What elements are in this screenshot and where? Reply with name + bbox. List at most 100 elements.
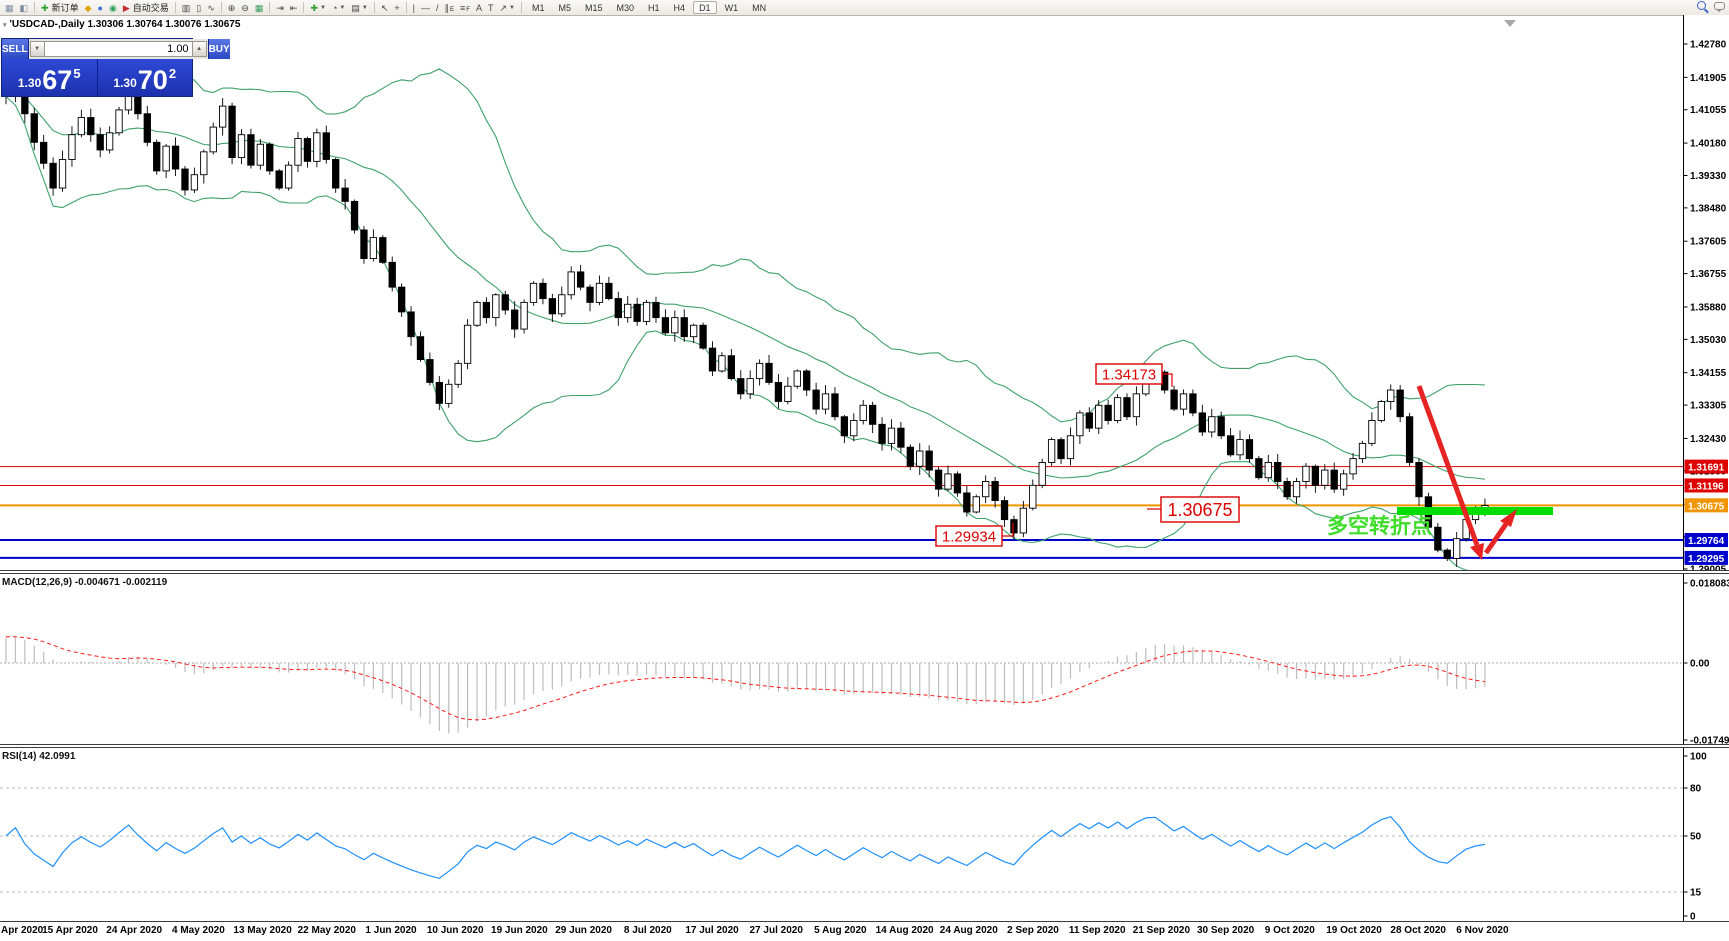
timeframe-w1[interactable]: W1 (724, 3, 739, 13)
vertical-line-icon[interactable]: | (410, 1, 418, 15)
panel-separator[interactable] (0, 744, 1729, 745)
price-tick-label: 1.38480 (1690, 203, 1727, 214)
tile-windows-icon: ▦ (254, 2, 264, 13)
annotation-text-cn[interactable]: 多空转折点 (1327, 514, 1432, 538)
indicators-icon[interactable]: ✚ ▼ (307, 1, 329, 15)
trend-arrow-down[interactable] (1416, 385, 1480, 546)
new-order-button[interactable]: ✚ 新订单 (38, 1, 82, 15)
zoom-in-icon[interactable]: ⊕ (225, 1, 239, 15)
templates-icon[interactable]: ▤ ▼ (348, 1, 370, 15)
new-chart-icon[interactable]: ▦ (2, 1, 17, 15)
candlestick (313, 132, 321, 162)
price-tag (1684, 459, 1728, 474)
templates-dropdown-icon[interactable]: ▼ (361, 4, 368, 11)
market-watch-icon[interactable]: ◉ (106, 1, 120, 15)
zoom-out-icon[interactable]: ⊖ (238, 1, 252, 15)
candlestick (397, 286, 406, 313)
timeframe-m1[interactable]: M1 (531, 3, 545, 13)
new-order-icon: ✚ (41, 2, 49, 13)
candlestick (595, 282, 604, 303)
chart-shift-icon[interactable]: ⇤ (287, 1, 301, 15)
timeframe-h1[interactable]: H1 (648, 3, 660, 13)
candlestick (275, 170, 283, 189)
sell-button[interactable]: SELL (2, 39, 29, 59)
candlestick (228, 105, 236, 159)
price-axis[interactable] (1684, 15, 1729, 571)
chart-shift-marker[interactable] (1504, 20, 1516, 27)
periods-icon: ◔ (331, 2, 338, 13)
candlestick (303, 138, 312, 162)
candlestick (256, 143, 264, 166)
timeframe-toolbar: M1 M5 M15 M30 H1 H4 D1 W1 MN (525, 0, 773, 15)
periods-dropdown-icon[interactable]: ▼ (339, 4, 346, 11)
rsi-panel-canvas[interactable]: 100 80 50 15 0 (0, 748, 1729, 921)
price-tick-label: 1.32430 (1690, 434, 1727, 445)
autotrading-button[interactable]: ▶ 自动交易 (120, 1, 172, 15)
time-axis[interactable]: Apr 2020 15 Apr 2020 24 Apr 2020 4 May 2020… (0, 922, 1729, 941)
buy-button[interactable]: BUY (207, 39, 230, 59)
candlestick (1170, 389, 1178, 410)
cursor-icon[interactable]: ↖ (378, 1, 392, 15)
lot-decrease-button[interactable]: ▼ (29, 41, 45, 57)
candlestick (652, 301, 660, 319)
candlestick (1358, 442, 1367, 460)
toolbar-separator (220, 2, 222, 13)
candlestick (181, 168, 189, 191)
date-label: 22 May 2020 (297, 925, 356, 936)
price-tick-label: 1.39330 (1690, 171, 1727, 182)
candlestick (115, 109, 123, 134)
timeframe-mn[interactable]: MN (752, 3, 767, 13)
timeframe-h4[interactable]: H4 (673, 3, 686, 13)
candlestick (539, 282, 547, 300)
candlestick (953, 473, 962, 494)
tile-windows-icon[interactable]: ▦ (252, 1, 267, 15)
timeframe-m15[interactable]: M15 (585, 3, 603, 13)
date-label: 14 Aug 2020 (875, 925, 934, 936)
autotrading-icon: ▶ (122, 2, 130, 13)
candlestick (454, 362, 462, 385)
arrows-dropdown-icon[interactable]: ▼ (509, 4, 515, 11)
periods-icon[interactable]: ◔ ▼ (329, 1, 348, 15)
data-window-icon[interactable]: ◧ (17, 1, 32, 15)
metaeditor-icon[interactable]: ◆ (82, 1, 95, 15)
candlestick (501, 294, 509, 311)
lot-size-input[interactable] (44, 41, 192, 57)
line-chart-mode-icon[interactable]: ∿ (204, 1, 218, 15)
rsi-tick-label: 50 (1690, 832, 1702, 843)
candlestick (897, 427, 905, 448)
bollinger-lower-band (5, 96, 1476, 571)
timeframe-m30[interactable]: M30 (616, 3, 635, 13)
candlestick (1113, 397, 1122, 421)
candlestick (284, 164, 293, 189)
auto-scroll-icon[interactable]: ⇥ (273, 1, 287, 15)
macd-panel-canvas[interactable]: 0.018083 0.00 -0.017497 (0, 574, 1729, 744)
sell-price-display[interactable]: 1.30 67 5 (2, 59, 98, 96)
lot-increase-button[interactable]: ▲ (191, 41, 207, 57)
crosshair-icon[interactable]: + (391, 1, 402, 15)
search-icon[interactable] (1697, 1, 1706, 10)
text-icon[interactable]: A (473, 1, 485, 15)
candlestick (1443, 549, 1451, 559)
chat-icon[interactable] (1714, 1, 1725, 12)
price-callout-box[interactable] (935, 525, 1003, 547)
fibonacci-icon[interactable]: ≡ F (457, 1, 473, 15)
indicators-dropdown-icon[interactable]: ▼ (320, 4, 326, 11)
candlestick-mode-icon[interactable]: ▯ (193, 1, 204, 15)
buy-price-display[interactable]: 1.30 70 2 (97, 59, 192, 96)
price-callout-box[interactable] (1095, 363, 1163, 385)
navigator-icon[interactable]: ● (95, 1, 106, 15)
price-callout-box[interactable] (1160, 496, 1240, 523)
timeframe-m5[interactable]: M5 (558, 3, 571, 13)
trendline-icon[interactable]: / (433, 1, 442, 15)
trend-arrow-up[interactable] (1483, 522, 1509, 555)
arrows-icon[interactable]: ↗ ▼ (496, 1, 518, 15)
support-band-object[interactable] (1397, 507, 1553, 515)
timeframe-d1[interactable]: D1 (693, 1, 717, 14)
date-label: 28 Oct 2020 (1390, 925, 1446, 936)
text-label-icon[interactable]: T (485, 1, 497, 15)
horizontal-line-icon[interactable]: — (418, 1, 433, 15)
equidistant-channel-icon[interactable]: ∥ E (442, 1, 458, 15)
bar-chart-mode-icon[interactable]: ▥ (179, 1, 194, 15)
main-chart-canvas[interactable]: 1.42780 1.41905 1.41055 1.40180 1.39330 1.384… (0, 15, 1729, 571)
panel-separator[interactable] (0, 570, 1729, 571)
